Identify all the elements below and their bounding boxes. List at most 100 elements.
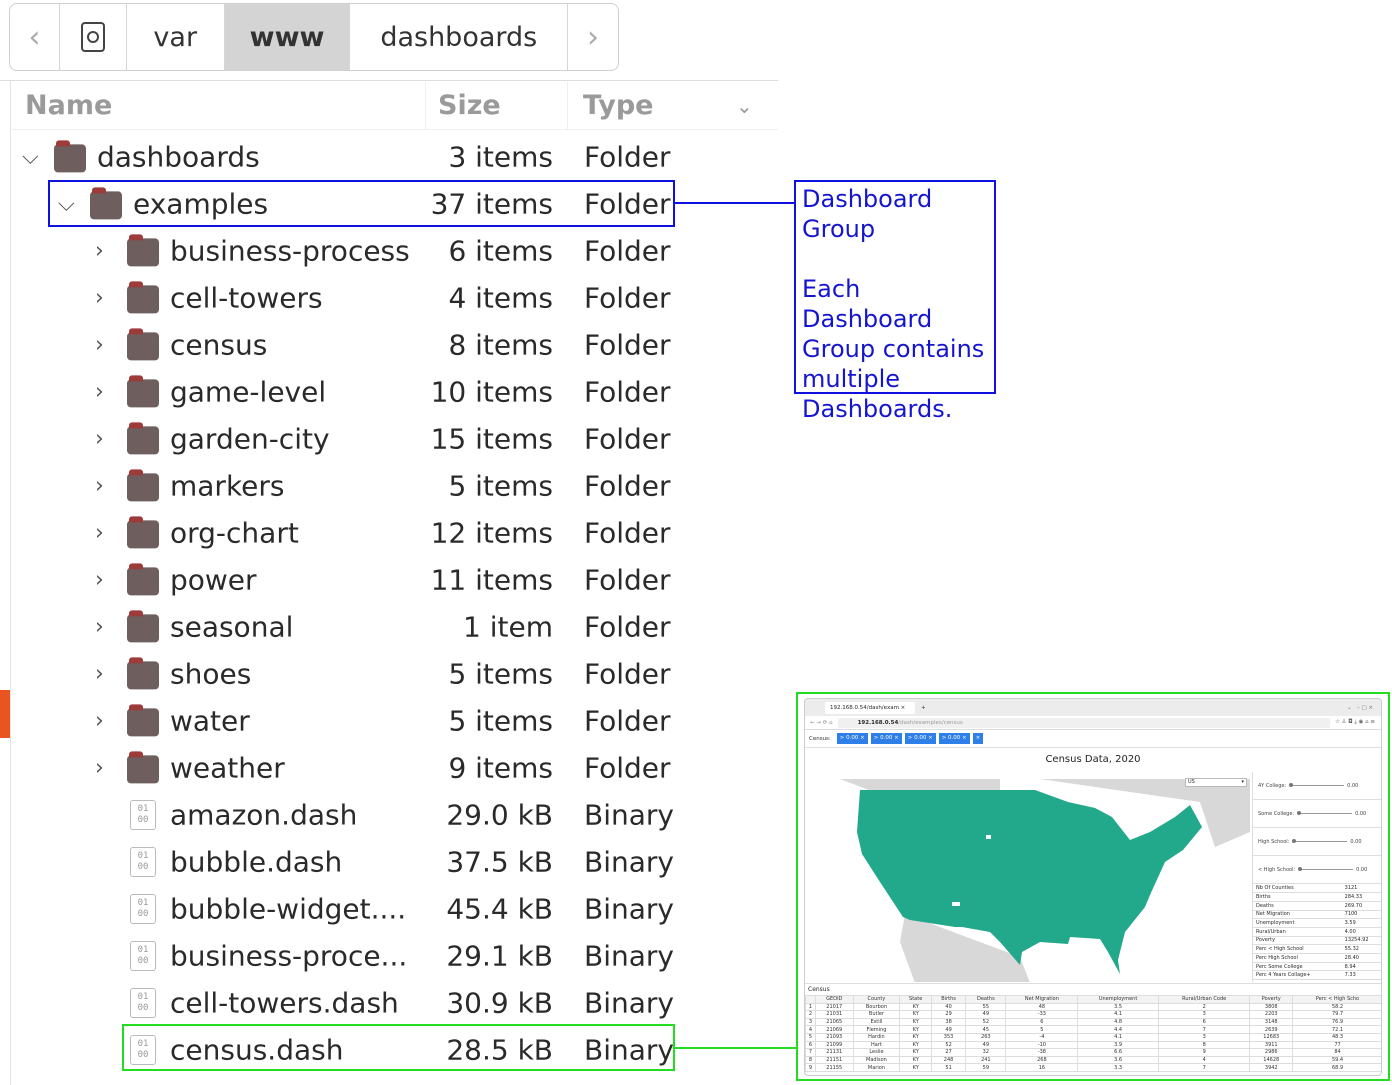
file-row[interactable]: › org-chart 12 items Folder [12, 509, 778, 556]
table-row[interactable]: 2 21031 Butler KY 29 49 -33 4.1 3 2203 79.7 [805, 1010, 1381, 1019]
slider-less-high-school[interactable]: < High School: 0.00 [1253, 856, 1381, 884]
chevron-right-icon[interactable]: › [95, 614, 104, 639]
file-row[interactable]: › water 5 items Folder [12, 697, 778, 744]
column-type[interactable]: Type [567, 82, 653, 130]
file-row[interactable]: › seasonal 1 item Folder [12, 603, 778, 650]
drive-icon[interactable] [60, 4, 127, 70]
chevron-right-icon[interactable]: › [95, 426, 104, 451]
file-row[interactable]: 01 00 business-proce... 29.1 kB Binary [12, 932, 778, 979]
slider-4y-college[interactable]: 4Y College: 0.00 [1253, 772, 1381, 800]
file-row[interactable]: › cell-towers 4 items Folder [12, 274, 778, 321]
connector-line [674, 202, 794, 204]
region-select[interactable]: US ▾ [1185, 778, 1247, 787]
filter-chip[interactable]: > 0.00 × [836, 733, 868, 744]
table-header[interactable]: GEOID [815, 995, 854, 1004]
crumb-var[interactable]: var [127, 4, 225, 70]
url-bar[interactable]: 192.168.0.54/dash/examples/census [837, 717, 1330, 728]
forward-button[interactable]: › [587, 19, 600, 55]
slider-high-school[interactable]: High School: 0.00 [1253, 828, 1381, 856]
table-row[interactable]: 6 21099 Hart KY 52 49 -10 3.9 8 3911 77 [805, 1040, 1381, 1050]
column-name[interactable]: Name [25, 90, 113, 121]
table-row[interactable]: 9 21155 Marion KY 51 59 16 3.3 7 3942 68.9 [805, 1063, 1381, 1072]
chevron-right-icon[interactable]: › [95, 755, 104, 780]
chevron-down-icon[interactable]: ⌄ [736, 93, 753, 118]
table-header[interactable]: Rural/Urban Code [1157, 995, 1251, 1004]
chevron-down-icon[interactable]: ⌵ [58, 191, 75, 216]
slider-track[interactable] [1298, 867, 1354, 871]
file-row[interactable]: › weather 9 items Folder [12, 744, 778, 791]
file-row[interactable]: › markers 5 items Folder [12, 462, 778, 509]
table-cell: 8 [1157, 1040, 1251, 1050]
table-header[interactable]: County [852, 995, 901, 1004]
table-header[interactable]: Deaths [965, 995, 1007, 1004]
chevron-right-icon[interactable]: › [95, 379, 104, 404]
file-row[interactable]: › business-process 6 items Folder [12, 227, 778, 274]
window-controls[interactable]: ⌄ – ▢ × [1347, 704, 1373, 711]
table-row[interactable]: 7 21131 Leslie KY 27 32 -38 6.6 9 2986 84 [805, 1048, 1381, 1057]
table-header[interactable]: Births [930, 995, 967, 1004]
slider-track[interactable] [1297, 811, 1353, 815]
file-row[interactable]: 01 00 census.dash 28.5 kB Binary [12, 1026, 778, 1073]
chevron-right-icon[interactable]: › [95, 661, 104, 686]
file-row[interactable]: 01 00 amazon.dash 29.0 kB Binary [12, 791, 778, 838]
stat-row: Perc High School 28.40 [1253, 953, 1381, 963]
column-size[interactable]: Size [425, 82, 501, 130]
back-button[interactable]: ‹ [10, 4, 60, 70]
table-row[interactable]: 4 21069 Fleming KY 49 45 5 4.4 7 2639 72.1 [805, 1025, 1381, 1034]
browser-tab[interactable]: 192.168.0.54/dash/exam × [825, 701, 915, 714]
us-map[interactable]: US ▾ [805, 772, 1252, 983]
chevron-right-icon[interactable]: › [95, 567, 104, 592]
table-row[interactable]: 5 21093 Hardin KY 353 263 -4 4.1 3 12683 48.3 [805, 1032, 1381, 1042]
nav-icons[interactable]: ← → ⟳ ⌂ [810, 719, 833, 726]
file-row[interactable]: › power 11 items Folder [12, 556, 778, 603]
table-cell: 77 [1292, 1040, 1381, 1050]
file-row[interactable]: › shoes 5 items Folder [12, 650, 778, 697]
table-header[interactable]: Perc < High Scho [1292, 995, 1381, 1004]
slider-track[interactable] [1289, 783, 1345, 787]
chevron-right-icon[interactable]: › [95, 332, 104, 357]
chevron-right-icon[interactable]: › [95, 285, 104, 310]
chevron-right-icon[interactable]: › [95, 520, 104, 545]
table-row[interactable]: 1 21017 Bourbon KY 40 55 48 3.5 2 3808 58.2 [805, 1002, 1381, 1012]
stat-label: Perc High School [1253, 953, 1342, 963]
chevron-right-icon[interactable]: › [95, 238, 104, 263]
table-cell: 79.7 [1292, 1010, 1381, 1019]
table-header[interactable]: Poverty [1249, 995, 1294, 1004]
folder-icon [127, 750, 159, 783]
new-tab-button[interactable]: + [921, 704, 926, 711]
table-header[interactable]: State [899, 995, 932, 1004]
file-row[interactable]: ⌵ dashboards 3 items Folder [12, 133, 778, 180]
table-row[interactable]: 3 21065 Estill KY 38 52 6 4.8 6 3148 76.9 [805, 1017, 1381, 1027]
file-row[interactable]: 01 00 bubble-widget.... 45.4 kB Binary [12, 885, 778, 932]
map-land-mexico [900, 914, 1030, 983]
file-row[interactable]: › census 8 items Folder [12, 321, 778, 368]
file-row[interactable]: 01 00 cell-towers.dash 30.9 kB Binary [12, 979, 778, 1026]
crumb-dashboards[interactable]: dashboards [350, 4, 569, 70]
filter-chip[interactable]: > 0.00 × [938, 733, 970, 744]
tab-title: 192.168.0.54/dash/exam [830, 704, 899, 711]
chevron-down-icon[interactable]: ⌵ [22, 144, 39, 169]
crumb-www[interactable]: www [224, 4, 351, 70]
chevron-right-icon[interactable]: › [95, 708, 104, 733]
file-row[interactable]: 01 00 bubble.dash 37.5 kB Binary [12, 838, 778, 885]
file-row[interactable]: › game-level 10 items Folder [12, 368, 778, 415]
clear-filters-button[interactable]: × [972, 733, 984, 744]
slider-track[interactable] [1292, 839, 1348, 843]
filter-chip[interactable]: > 0.00 × [870, 733, 902, 744]
folder-icon [127, 280, 159, 313]
slider-some-college[interactable]: Some College: 0.00 [1253, 800, 1381, 828]
table-row[interactable]: 8 21151 Madison KY 248 241 268 3.6 4 14628 59.4 [805, 1055, 1381, 1065]
file-type: Folder [584, 657, 671, 690]
file-row[interactable]: › garden-city 15 items Folder [12, 415, 778, 462]
annotation-text: Each Dashboard [802, 275, 933, 333]
region-value: US [1188, 779, 1195, 785]
toolbar-icons[interactable]: ☆ ♙ ◘ ⤓ ◉ ⌂ ≡ [1334, 719, 1375, 725]
chevron-right-icon[interactable]: › [95, 473, 104, 498]
stat-label: Deaths [1253, 901, 1342, 911]
file-row[interactable]: ⌵ examples 37 items Folder [12, 180, 778, 227]
table-header[interactable]: Net Migration [1005, 995, 1079, 1004]
binary-file-icon: 01 00 [130, 940, 156, 971]
filter-chip[interactable]: > 0.00 × [904, 733, 936, 744]
table-header[interactable]: Unemployment [1077, 995, 1159, 1004]
table-header[interactable] [805, 995, 816, 1004]
